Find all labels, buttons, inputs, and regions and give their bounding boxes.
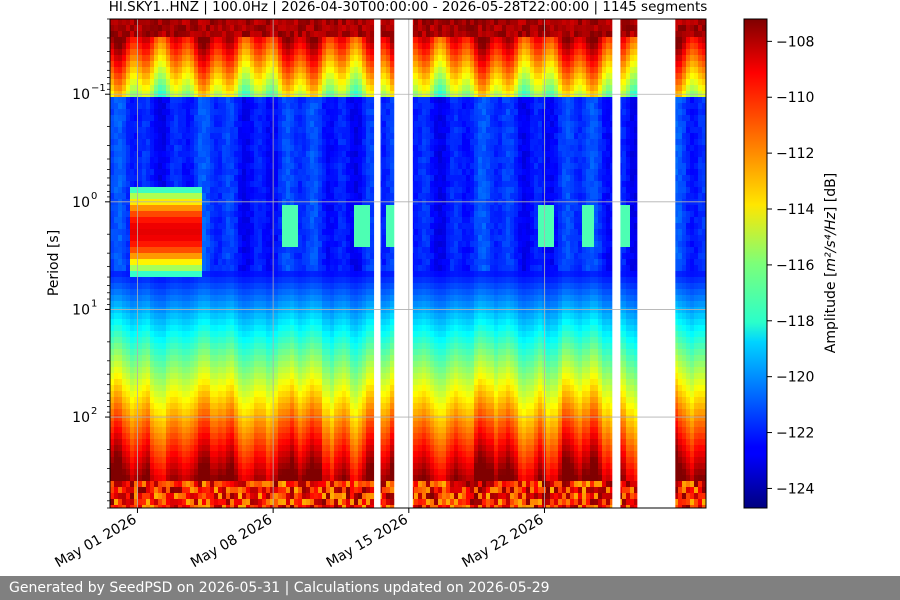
psd-spectrogram-chart: HI.SKY1..HNZ | 100.0Hz | 2026-04-30T00:0… xyxy=(46,0,839,572)
chart-title: HI.SKY1..HNZ | 100.0Hz | 2026-04-30T00:0… xyxy=(109,0,708,15)
data-gap xyxy=(394,19,413,508)
y-tick-label: 10 xyxy=(72,302,90,318)
colorbar-tick-label: −124 xyxy=(776,481,815,497)
colorbar-tick-label: −110 xyxy=(776,90,814,106)
colorbar-tick-label: −122 xyxy=(776,426,814,442)
colorbar-tick-label: −118 xyxy=(776,314,814,330)
grid-lines xyxy=(110,19,706,508)
x-tick-label: May 01 2026 xyxy=(52,512,139,572)
x-axis: May 01 2026 May 08 2026 May 15 2026 May 22 … xyxy=(52,508,547,572)
x-tick-label: May 22 2026 xyxy=(459,512,546,572)
x-tick-label: May 08 2026 xyxy=(188,512,275,572)
colorbar-tick-label: −116 xyxy=(776,258,815,274)
colorbar-label: Amplitude [m²/s⁴/Hz] [dB] xyxy=(823,173,839,353)
x-tick-label: May 15 2026 xyxy=(324,512,411,572)
data-gap xyxy=(612,19,621,508)
y-tick-exponent: 0 xyxy=(91,191,97,202)
data-gap xyxy=(637,19,676,508)
y-tick-label: 10 xyxy=(72,195,90,211)
y-tick-label: 10 xyxy=(72,87,90,103)
colorbar-tick-label: −114 xyxy=(776,202,815,218)
y-tick-label: 10 xyxy=(72,410,90,426)
plot-frame xyxy=(109,18,707,509)
data-gaps xyxy=(374,19,676,508)
colorbar-ticks: −108 −110 −112 −114 −116 −118 −120 −122 −124 xyxy=(767,34,815,497)
footer-credit: Generated by SeedPSD on 2026-05-31 | Cal… xyxy=(0,576,900,600)
data-gap xyxy=(374,19,381,508)
y-tick-exponent: 1 xyxy=(91,298,97,309)
y-axis-label: Period [s] xyxy=(46,230,62,296)
colorbar-gradient xyxy=(743,18,768,509)
y-tick-exponent: 2 xyxy=(91,406,97,417)
colorbar-tick-label: −120 xyxy=(776,370,814,386)
plot-area xyxy=(109,18,707,509)
colorbar-tick-label: −112 xyxy=(776,146,814,162)
colorbar: −108 −110 −112 −114 −116 −118 −120 −122 −124 Amp… xyxy=(743,18,839,509)
colorbar-tick-label: −108 xyxy=(776,34,814,50)
y-tick-exponent: −1 xyxy=(91,83,106,94)
